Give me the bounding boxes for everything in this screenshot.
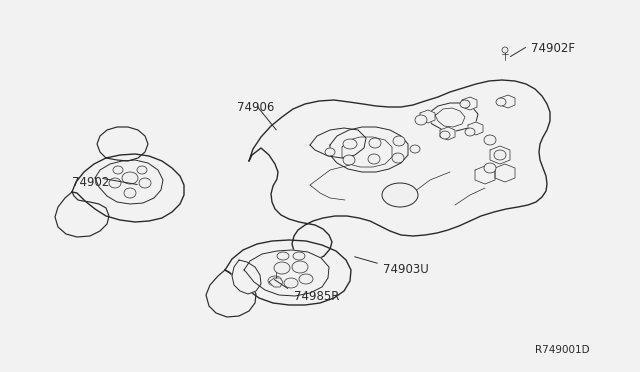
Ellipse shape [274,262,290,274]
Ellipse shape [343,155,355,165]
Text: 74902F: 74902F [531,42,575,55]
Ellipse shape [325,148,335,156]
Polygon shape [244,250,329,296]
Polygon shape [269,278,283,287]
Polygon shape [330,127,408,172]
Polygon shape [462,97,477,110]
Polygon shape [435,108,465,127]
Ellipse shape [415,115,427,125]
Ellipse shape [293,252,305,260]
Polygon shape [249,80,550,260]
Ellipse shape [113,166,123,174]
Text: 74906: 74906 [237,101,275,114]
Ellipse shape [277,252,289,260]
Polygon shape [232,260,261,294]
Ellipse shape [139,178,151,188]
Ellipse shape [109,178,121,188]
Polygon shape [342,137,392,167]
Polygon shape [206,270,256,317]
Text: 74985R: 74985R [294,290,339,303]
Ellipse shape [440,131,450,139]
Polygon shape [495,164,515,182]
Ellipse shape [496,98,506,106]
Polygon shape [420,110,435,123]
Polygon shape [440,127,455,140]
Polygon shape [468,122,483,135]
Ellipse shape [368,154,380,164]
Ellipse shape [124,188,136,198]
Polygon shape [500,95,515,108]
Polygon shape [427,103,478,131]
Ellipse shape [494,150,506,160]
Ellipse shape [484,163,496,173]
Polygon shape [97,127,148,161]
Polygon shape [72,154,184,222]
Ellipse shape [410,145,420,153]
Polygon shape [225,240,351,305]
Polygon shape [310,128,366,158]
Ellipse shape [369,138,381,148]
Ellipse shape [382,183,418,207]
Ellipse shape [392,153,404,163]
Ellipse shape [299,274,313,284]
Polygon shape [55,192,109,237]
Text: 74903U: 74903U [383,263,429,276]
Ellipse shape [484,135,496,145]
Polygon shape [475,166,495,184]
Text: R749001D: R749001D [535,345,589,355]
Ellipse shape [137,166,147,174]
Polygon shape [95,160,163,204]
Ellipse shape [343,139,357,149]
Ellipse shape [393,136,405,146]
Ellipse shape [502,47,508,53]
Text: 74902: 74902 [72,176,109,189]
Ellipse shape [460,100,470,108]
Ellipse shape [465,128,475,136]
Polygon shape [490,146,510,164]
Ellipse shape [122,172,138,184]
Ellipse shape [284,278,298,288]
Ellipse shape [268,276,282,286]
Ellipse shape [292,261,308,273]
